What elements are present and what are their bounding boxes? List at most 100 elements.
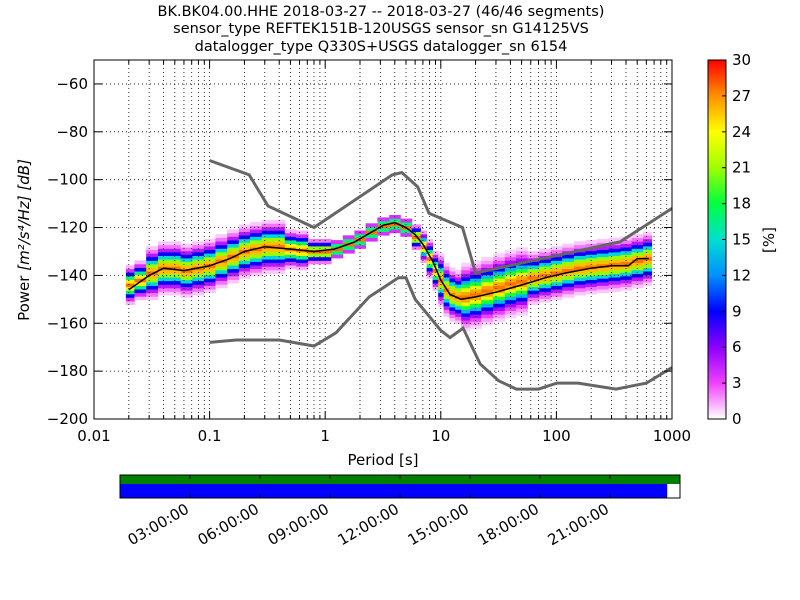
- density-cell: [411, 242, 421, 247]
- density-cell: [608, 248, 621, 253]
- density-cell: [261, 259, 274, 264]
- density-cell: [273, 223, 286, 228]
- density-cell: [432, 272, 439, 277]
- density-cell: [426, 256, 433, 261]
- density-cell: [527, 301, 540, 305]
- density-cell: [574, 273, 586, 278]
- density-cell: [493, 285, 506, 290]
- density-cell: [192, 255, 205, 260]
- density-cell: [481, 260, 494, 265]
- density-cell: [158, 252, 170, 256]
- density-cell: [215, 277, 228, 282]
- timeline-tick-label: 21:00:00: [545, 500, 612, 549]
- timeline-tick-label: 15:00:00: [405, 500, 472, 549]
- density-cell: [481, 256, 494, 261]
- density-cell: [180, 283, 193, 288]
- density-cell: [400, 232, 413, 237]
- density-cell: [146, 253, 159, 258]
- density-cell: [550, 271, 563, 276]
- density-cell: [493, 256, 506, 261]
- density-cell: [527, 265, 540, 270]
- density-cell: [504, 260, 517, 265]
- density-cell: [204, 285, 216, 290]
- density-cell: [192, 284, 205, 289]
- density-cell: [443, 298, 450, 303]
- y-axis-ticks: −60 −80 −100 −120 −140 −160 −180 −200: [47, 75, 672, 428]
- density-cell: [481, 310, 494, 315]
- density-cell: [273, 244, 286, 249]
- density-cell: [134, 296, 147, 301]
- density-cell: [342, 235, 355, 240]
- psd-density-heatmap: [125, 215, 653, 332]
- y-axis-label: Power [m²/s⁴/Hz] [dB]: [15, 159, 33, 321]
- density-cell: [169, 248, 181, 253]
- density-cell: [608, 280, 621, 285]
- density-cell: [596, 253, 609, 258]
- density-cell: [527, 254, 540, 259]
- density-cell: [284, 243, 297, 248]
- x-axis-label: Period [s]: [347, 451, 418, 469]
- density-cell: [192, 288, 205, 292]
- density-cell: [180, 258, 193, 262]
- density-cell: [377, 221, 390, 225]
- density-cell: [204, 249, 216, 254]
- density-cell: [411, 246, 421, 250]
- colorbar-tick-label: 12: [732, 266, 751, 284]
- density-cell: [227, 261, 240, 266]
- density-cell: [261, 223, 274, 228]
- density-cell: [504, 256, 517, 261]
- density-cell: [238, 235, 251, 240]
- density-cell: [438, 299, 445, 304]
- density-cell: [227, 250, 240, 255]
- density-cell: [250, 222, 263, 226]
- density-cell: [273, 259, 286, 264]
- density-cell: [296, 237, 309, 242]
- y-tick-label: −120: [47, 219, 88, 237]
- density-cell: [516, 279, 528, 284]
- density-cell: [180, 276, 193, 280]
- density-cell: [643, 238, 653, 243]
- density-cell: [527, 293, 540, 298]
- density-cell: [296, 241, 309, 246]
- density-cell: [585, 243, 598, 248]
- density-cell: [426, 249, 433, 254]
- density-cell: [169, 259, 181, 264]
- density-cell: [354, 244, 366, 249]
- density-cell: [250, 240, 263, 244]
- density-cell: [215, 248, 228, 253]
- density-cell: [585, 265, 598, 270]
- density-cell: [238, 253, 251, 258]
- density-cell: [608, 259, 621, 264]
- density-cell: [493, 271, 506, 276]
- density-cell: [455, 320, 462, 325]
- density-cell: [481, 303, 494, 308]
- density-cell: [261, 241, 274, 246]
- density-cell: [192, 291, 205, 296]
- timeline-tick-label: 09:00:00: [265, 500, 332, 549]
- density-cell: [585, 240, 598, 244]
- density-cell: [455, 302, 462, 307]
- density-cell: [550, 289, 563, 294]
- density-cell: [470, 325, 482, 329]
- density-cell: [261, 234, 274, 238]
- density-cell: [449, 278, 456, 283]
- density-cell: [470, 299, 482, 304]
- density-cell: [319, 260, 332, 265]
- density-cell: [284, 232, 297, 237]
- density-cell: [631, 241, 644, 246]
- density-cell: [331, 254, 344, 259]
- density-cell: [158, 248, 170, 253]
- density-cell: [596, 246, 609, 250]
- density-cell: [169, 252, 181, 256]
- density-cell: [180, 247, 193, 252]
- density-cell: [169, 280, 181, 285]
- colorbar-tick-label: 27: [732, 87, 751, 105]
- density-cell: [461, 305, 471, 310]
- density-cell: [643, 264, 653, 268]
- density-cell: [215, 255, 228, 260]
- density-cell: [562, 272, 575, 277]
- density-cell: [596, 271, 609, 276]
- density-cell: [585, 283, 598, 288]
- density-cell: [449, 292, 456, 297]
- density-cell: [250, 272, 263, 277]
